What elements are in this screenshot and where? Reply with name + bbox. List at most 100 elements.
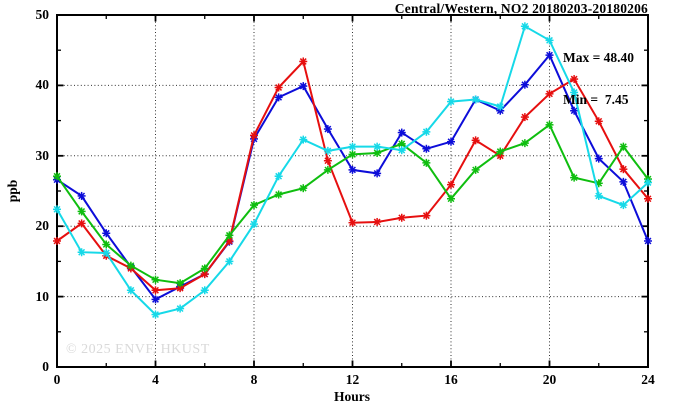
marker-blue xyxy=(78,192,86,200)
marker-green xyxy=(546,121,553,129)
marker-blue xyxy=(570,107,578,115)
marker-blue xyxy=(546,51,553,59)
marker-green xyxy=(176,279,184,287)
marker-blue xyxy=(644,237,652,245)
marker-green xyxy=(275,191,283,198)
y-tick-label: 30 xyxy=(35,147,50,163)
marker-blue xyxy=(422,145,430,153)
marker-cyan xyxy=(619,201,627,209)
marker-cyan xyxy=(250,220,258,228)
marker-red xyxy=(250,131,258,139)
y-tick-label: 0 xyxy=(42,359,49,374)
y-axis-title: ppb xyxy=(5,179,20,203)
marker-green xyxy=(152,276,159,284)
min-value-label: Min = 7.45 xyxy=(563,92,629,107)
y-tick-label: 40 xyxy=(35,77,50,93)
marker-cyan xyxy=(496,103,504,110)
chart-title: Central/Western, NO2 20180203-20180206 xyxy=(394,1,648,16)
marker-green xyxy=(201,265,209,272)
x-tick-label: 20 xyxy=(542,372,557,387)
marker-blue xyxy=(102,229,110,237)
marker-blue xyxy=(349,166,356,174)
marker-cyan xyxy=(570,89,578,96)
marker-blue xyxy=(152,295,159,303)
marker-cyan xyxy=(398,146,406,154)
x-tick-label: 16 xyxy=(444,372,458,387)
marker-blue xyxy=(324,125,332,133)
marker-green xyxy=(299,184,307,192)
watermark: © 2025 ENVF, HKUST xyxy=(66,342,210,357)
marker-blue xyxy=(619,178,627,186)
marker-red xyxy=(299,58,307,65)
marker-green xyxy=(53,172,61,180)
marker-green xyxy=(496,148,504,156)
series-line-blue xyxy=(56,53,649,301)
marker-cyan xyxy=(201,286,209,294)
marker-cyan xyxy=(349,143,356,151)
marker-cyan xyxy=(53,205,61,213)
marker-cyan xyxy=(546,36,553,44)
marker-red xyxy=(152,286,159,294)
marker-green xyxy=(570,174,578,182)
marker-cyan xyxy=(521,22,529,30)
marker-green xyxy=(521,139,529,147)
marker-cyan xyxy=(78,248,86,256)
marker-cyan xyxy=(176,305,184,312)
marker-cyan xyxy=(127,286,135,294)
marker-cyan xyxy=(595,192,603,200)
marker-cyan xyxy=(324,147,332,155)
marker-cyan xyxy=(275,172,283,180)
marker-red xyxy=(225,237,233,245)
marker-red xyxy=(521,113,529,121)
marker-red xyxy=(447,181,455,189)
series-markers-red xyxy=(53,57,652,295)
marker-cyan xyxy=(152,311,159,318)
series-markers-cyan xyxy=(53,22,652,319)
marker-green xyxy=(349,150,356,158)
marker-green xyxy=(422,159,430,167)
marker-green xyxy=(398,140,406,148)
marker-cyan xyxy=(225,257,233,265)
marker-blue xyxy=(275,93,283,101)
marker-cyan xyxy=(102,249,110,257)
marker-green xyxy=(102,241,110,248)
marker-red xyxy=(324,157,332,165)
marker-green xyxy=(373,149,381,157)
marker-red xyxy=(422,212,430,220)
x-tick-label: 8 xyxy=(250,372,258,387)
marker-green xyxy=(78,207,86,215)
marker-cyan xyxy=(373,143,381,151)
marker-blue xyxy=(398,129,406,136)
marker-red xyxy=(53,237,61,245)
marker-red xyxy=(398,214,406,222)
marker-red xyxy=(275,84,283,91)
marker-cyan xyxy=(472,96,480,103)
marker-green xyxy=(447,195,455,203)
x-tick-label: 24 xyxy=(641,372,655,387)
marker-green xyxy=(225,231,233,239)
y-tick-label: 10 xyxy=(35,288,50,304)
marker-green xyxy=(324,166,332,174)
x-tick-label: 12 xyxy=(345,372,360,387)
marker-red xyxy=(595,117,603,125)
marker-red xyxy=(644,195,652,203)
x-tick-label: 4 xyxy=(152,372,159,387)
x-tick-label: 0 xyxy=(53,372,61,387)
marker-green xyxy=(619,143,627,151)
y-tick-label: 20 xyxy=(35,218,50,234)
x-axis-title: Hours xyxy=(333,389,370,404)
marker-red xyxy=(201,270,209,278)
series-line-red xyxy=(56,59,649,292)
stats-annotation: Max = 48.40 Min = 7.45 xyxy=(563,23,634,135)
marker-red xyxy=(570,75,578,83)
marker-blue xyxy=(299,82,307,90)
marker-red xyxy=(78,219,86,227)
marker-cyan xyxy=(447,98,455,106)
marker-red xyxy=(373,218,381,226)
marker-green xyxy=(472,166,480,174)
marker-cyan xyxy=(422,128,430,136)
marker-blue xyxy=(595,155,603,163)
marker-cyan xyxy=(644,179,652,186)
